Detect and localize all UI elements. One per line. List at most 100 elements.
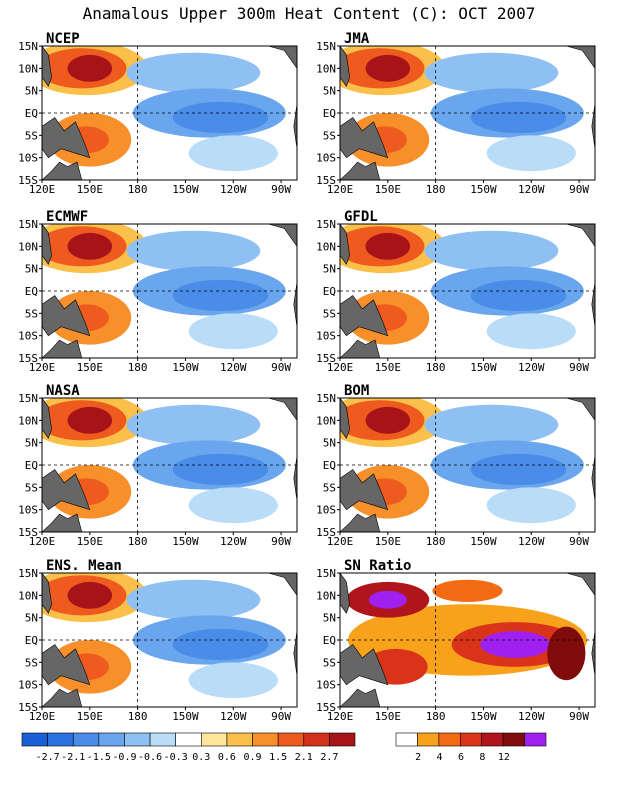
x-tick-label: 90W — [569, 535, 589, 548]
y-tick-label: 5S — [323, 656, 336, 669]
y-tick-label: EQ — [25, 107, 38, 120]
colorbar-label: 6 — [458, 752, 464, 763]
y-tick-label: 10N — [18, 62, 38, 75]
central-america-land — [566, 398, 595, 421]
cool-north-band — [126, 52, 261, 93]
y-tick-label: 15S — [316, 526, 336, 539]
x-tick-label: 90W — [271, 710, 291, 723]
y-tick-label: 5S — [25, 307, 38, 320]
x-tick-label: 150W — [172, 535, 199, 548]
sn-north-patch — [432, 579, 503, 603]
x-tick-label: 180 — [426, 710, 446, 723]
new-guinea-land — [340, 295, 389, 337]
cool-core — [172, 101, 269, 134]
philippines-land — [42, 573, 52, 614]
philippines-land — [42, 46, 52, 87]
colorbar-swatch — [47, 732, 74, 747]
new-guinea-land — [340, 117, 389, 159]
colorbar-label: -0.9 — [112, 752, 136, 763]
philippines-land — [340, 573, 350, 614]
new-guinea-land — [340, 644, 389, 686]
y-tick-label: 15N — [316, 567, 336, 580]
south-america-land — [293, 630, 297, 707]
y-tick-label: 15N — [316, 392, 336, 405]
y-tick-label: 5N — [25, 612, 38, 625]
cool-north-band — [126, 579, 261, 620]
x-tick-label: 150E — [77, 183, 104, 196]
y-tick-label: 10S — [18, 152, 38, 165]
x-tick-label: 120E — [29, 535, 56, 548]
philippines-land — [42, 224, 52, 265]
y-tick-label: 10N — [316, 240, 336, 253]
cool-north-band — [424, 230, 559, 271]
colorbar-swatch — [252, 732, 279, 747]
philippines-land — [42, 398, 52, 439]
x-tick-label: 150W — [172, 361, 199, 374]
colorbar-label: 8 — [479, 752, 485, 763]
x-tick-label: 120E — [327, 710, 354, 723]
warm-max-north — [67, 581, 113, 609]
colorbar-swatch — [524, 732, 547, 747]
warm-max-north — [365, 406, 411, 434]
x-tick-label: 150W — [470, 183, 497, 196]
y-tick-label: EQ — [25, 459, 38, 472]
australia-land — [42, 161, 83, 180]
panel-title: SN Ratio — [344, 558, 411, 574]
x-tick-label: 180 — [128, 535, 148, 548]
central-america-land — [268, 46, 297, 69]
colorbar-swatch — [417, 732, 440, 747]
colorbar-swatch — [149, 732, 176, 747]
australia-land — [340, 513, 381, 532]
colorbar-label: -0.3 — [164, 752, 188, 763]
y-tick-label: 15S — [316, 352, 336, 365]
new-guinea-land — [340, 469, 389, 511]
y-tick-label: 5S — [25, 481, 38, 494]
philippines-land — [340, 398, 350, 439]
south-america-land — [591, 103, 595, 180]
y-tick-label: 5N — [323, 263, 336, 276]
x-tick-label: 120W — [518, 535, 545, 548]
x-tick-label: 150W — [470, 710, 497, 723]
south-america-land — [591, 455, 595, 532]
sn-colorbar: 2 4 6 8 12 — [395, 732, 547, 763]
cool-south — [188, 135, 278, 172]
x-tick-label: 120W — [220, 183, 247, 196]
colorbar-label: 4 — [437, 752, 443, 763]
colorbar-swatch — [21, 732, 48, 747]
colorbar-swatch — [201, 732, 228, 747]
cool-south — [486, 487, 576, 524]
south-america-land — [293, 455, 297, 532]
y-tick-label: 15S — [316, 174, 336, 187]
cool-south — [188, 487, 278, 524]
warm-max-north — [67, 232, 113, 260]
cool-south — [486, 313, 576, 350]
x-tick-label: 180 — [426, 361, 446, 374]
australia-land — [340, 688, 381, 707]
y-tick-label: EQ — [25, 634, 38, 647]
x-tick-label: 120E — [327, 361, 354, 374]
colorbar-swatch — [226, 732, 253, 747]
colorbar-swatch — [481, 732, 504, 747]
y-tick-label: 5N — [323, 612, 336, 625]
y-tick-label: 5S — [25, 129, 38, 142]
y-tick-label: 5S — [25, 656, 38, 669]
south-america-land — [591, 281, 595, 358]
y-tick-label: 5S — [323, 481, 336, 494]
panel-title: NASA — [46, 383, 80, 399]
new-guinea-land — [42, 117, 91, 159]
cool-south — [188, 313, 278, 350]
x-tick-label: 150W — [470, 361, 497, 374]
philippines-land — [340, 46, 350, 87]
y-tick-label: 15N — [18, 40, 38, 53]
colorbar-label: 1.5 — [269, 752, 287, 763]
x-tick-label: 150E — [77, 361, 104, 374]
warm-max-north — [67, 406, 113, 434]
y-tick-label: 15S — [316, 701, 336, 714]
y-tick-label: 10S — [316, 330, 336, 343]
colorbar-swatch — [395, 732, 418, 747]
